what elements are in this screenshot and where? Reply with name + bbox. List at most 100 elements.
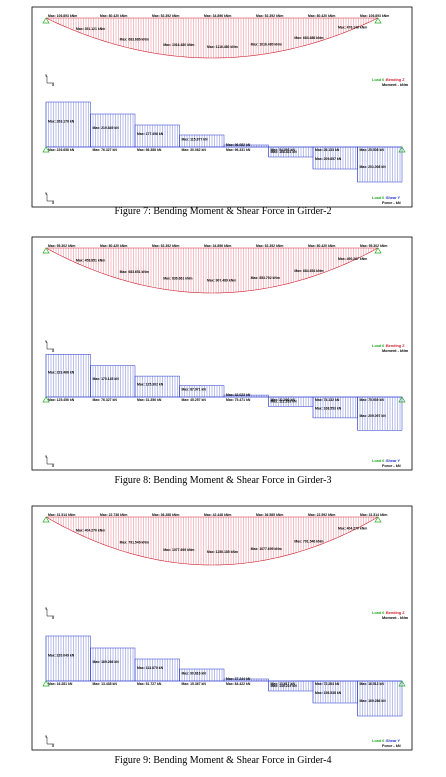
- shear-label: Max: 15.367 kN: [182, 682, 207, 686]
- legend-unit: Force - kN: [382, 464, 401, 468]
- legend-load: Load 6 :: [372, 78, 387, 82]
- moment-label: Max: 34.896 kNm: [204, 14, 231, 18]
- moment-diagram: Max: 31.514 kNm Max: 22.738 kNm Max: 36.28…: [42, 513, 387, 566]
- shear-label: Max: 16.281 kN: [48, 682, 73, 686]
- moment-label: Max: 1077.699 kNm: [163, 548, 194, 552]
- shear-label: Max: 74.132 kN: [315, 398, 340, 402]
- moment-label: Max: 80.420 kNm: [100, 14, 127, 18]
- axis-label: Y: [45, 455, 48, 459]
- support: [374, 247, 382, 254]
- support: [42, 146, 50, 153]
- figure-frame: [31, 236, 413, 471]
- moment-diagram: Max: 95.302 kNm Max: 80.420 kNm Max: 52.39…: [42, 244, 387, 294]
- legend-unit: Moment - kNm: [382, 616, 409, 620]
- axis-arrow: [46, 76, 54, 84]
- shear-label: Max: 220.049 kN: [48, 653, 75, 657]
- shear-label: Max: 226.658 kN: [48, 148, 75, 152]
- moment-diagram: Max: 106.893 kNm Max: 80.420 kNm Max: 52.3…: [42, 14, 389, 59]
- shear-label: Max: 51.727 kN: [137, 682, 162, 686]
- moment-label: Max: 52.392 kNm: [256, 14, 283, 18]
- moment-label: Max: 22.738 kNm: [100, 513, 127, 517]
- support: [398, 680, 406, 687]
- support: [398, 146, 406, 153]
- shear-label: Max: 76.327 kN: [93, 398, 118, 402]
- support: [374, 516, 382, 523]
- shear-label: Max: 125.456 kN: [48, 398, 75, 402]
- axis-label: X: [52, 464, 55, 468]
- shear-label: Max: 75.939 kN: [360, 398, 385, 402]
- moment-label: Max: 106.893 kNm: [360, 14, 389, 18]
- moment-label: Max: 52.392 kNm: [256, 244, 283, 248]
- legend-type: Shear Y: [386, 739, 401, 743]
- moment-curve: [45, 17, 379, 59]
- shear-label: Max: 25.508 kN: [360, 148, 385, 152]
- shear-label: Max: 13.438 kN: [93, 682, 118, 686]
- legend-load: Load 6 :: [372, 459, 387, 463]
- moment-label: Max: 1116.480 kNm: [207, 45, 238, 49]
- axis-label: Y: [45, 607, 48, 611]
- figure: Max: 106.893 kNm Max: 80.420 kNm Max: 52.3…: [31, 6, 413, 208]
- axis-arrow: [46, 737, 54, 745]
- support: [374, 17, 382, 24]
- support: [398, 396, 406, 403]
- shear-label: Max: 30.062 kN: [182, 148, 207, 152]
- axis-label: X: [52, 201, 55, 205]
- shear-label: Max: 75.471 kN: [226, 398, 251, 402]
- axis-icon: YX: [45, 192, 55, 205]
- moment-label: Max: 95.302 kNm: [360, 244, 387, 248]
- axis-icon: YX: [45, 607, 55, 620]
- legend-load: Load 6 :: [372, 344, 387, 348]
- shear-label: Max: 31.090 kN: [271, 398, 296, 402]
- moment-label: Max: 52.392 kNm: [152, 244, 179, 248]
- shear-label: Max: 72.264 kN: [315, 682, 340, 686]
- shear-label: Max: 263.176 kN: [48, 119, 75, 123]
- moment-label: Max: 791.546 kNm: [294, 539, 323, 543]
- shear-label: Max: 96.331 kN: [226, 148, 251, 152]
- moment-label: Max: 1016.480 kNm: [163, 43, 194, 47]
- legend-unit: Moment - kNm: [382, 83, 409, 87]
- axis-label: X: [52, 349, 55, 353]
- support: [42, 17, 50, 24]
- legend-load: Load 6 :: [372, 611, 387, 615]
- moment-label: Max: 853.792 kNm: [251, 276, 280, 280]
- shear-label: Max: 31.356 kN: [137, 398, 162, 402]
- legend-load: Load 6 :: [372, 739, 387, 743]
- moment-label: Max: 34.896 kNm: [204, 244, 231, 248]
- shear-label: Max: 45.257 kN: [182, 398, 207, 402]
- moment-label: Max: 684.654 kNm: [294, 269, 323, 273]
- axis-label: X: [52, 83, 55, 87]
- figure: Max: 31.514 kNm Max: 22.738 kNm Max: 36.28…: [31, 505, 413, 751]
- figure-caption: Figure 8: Bending Moment & Shear Force i…: [115, 475, 332, 486]
- axis-icon: YX: [45, 74, 55, 87]
- moment-label: Max: 836.661 kNm: [163, 277, 192, 281]
- moment-label: Max: 31.514 kNm: [48, 513, 75, 517]
- axis-label: Y: [45, 74, 48, 78]
- legend-type: Bending Z: [386, 344, 405, 348]
- moment-label: Max: 476.146 kNm: [338, 25, 367, 29]
- shear-label: Max: 54.093 kN: [271, 148, 296, 152]
- shear-diagram: Max: 223.466 kN Max: 125.456 kN Max: 170.1…: [42, 354, 406, 431]
- shear-label: Max: 90.616 kN: [182, 671, 207, 675]
- figure: Max: 95.302 kNm Max: 80.420 kNm Max: 52.39…: [31, 236, 413, 471]
- shear-diagram: Max: 263.176 kN Max: 226.658 kN Max: 219.8…: [42, 101, 406, 183]
- shear-label: Max: 219.849 kN: [93, 126, 120, 130]
- shear-label: Max: 32.023 kN: [226, 393, 251, 397]
- moment-label: Max: 791.546 kNm: [120, 541, 149, 545]
- shear-label: Max: 26.133 kN: [315, 148, 340, 152]
- moment-label: Max: 1016.480 kNm: [251, 43, 282, 47]
- shear-label: Max: 169.286 kN: [360, 699, 387, 703]
- support: [42, 247, 50, 254]
- shear-label: Max: 201.008 kN: [360, 165, 387, 169]
- shear-label: Max: 168.821 kN: [271, 150, 298, 154]
- moment-label: Max: 1156.185 kNm: [207, 550, 238, 554]
- shear-label: Max: 13.617 kN: [271, 682, 296, 686]
- moment-label: Max: 106.893 kNm: [48, 14, 77, 18]
- axis-arrow: [46, 457, 54, 465]
- axis-arrow: [46, 194, 54, 202]
- moment-label: Max: 36.585 kNm: [256, 513, 283, 517]
- shear-label: Max: 125.302 kN: [137, 383, 164, 387]
- moment-label: Max: 683.686 kNm: [294, 36, 323, 40]
- moment-label: Max: 404.270 kNm: [338, 527, 367, 531]
- moment-label: Max: 52.392 kNm: [152, 14, 179, 18]
